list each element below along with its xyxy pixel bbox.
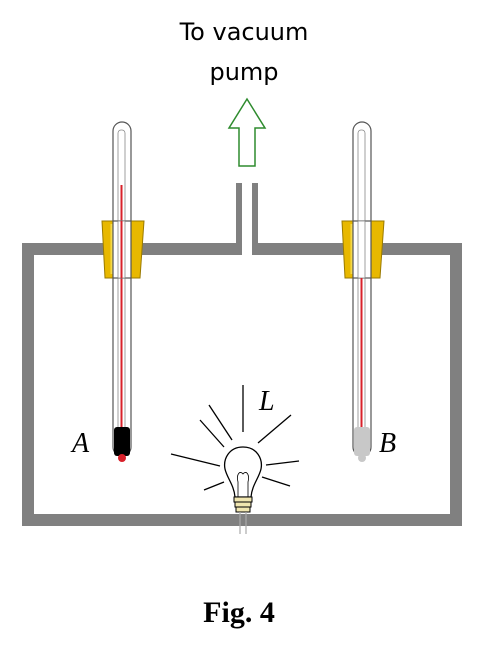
vacuum-chamber [22,183,462,526]
up-arrow-icon [227,97,267,167]
label-l: L [258,386,275,417]
pump-label-line1: To vacuum [179,18,309,46]
label-b: B [379,428,396,459]
thermometer-a [112,121,132,462]
figure-caption: Fig. 4 [203,596,275,629]
blackened-bulb-a [114,427,130,456]
light-bulb-icon [170,385,300,534]
pump-label-line2: pump [209,58,278,86]
label-a: A [70,428,90,459]
silvered-bulb-b [354,427,370,456]
thermometer-b [352,121,372,462]
